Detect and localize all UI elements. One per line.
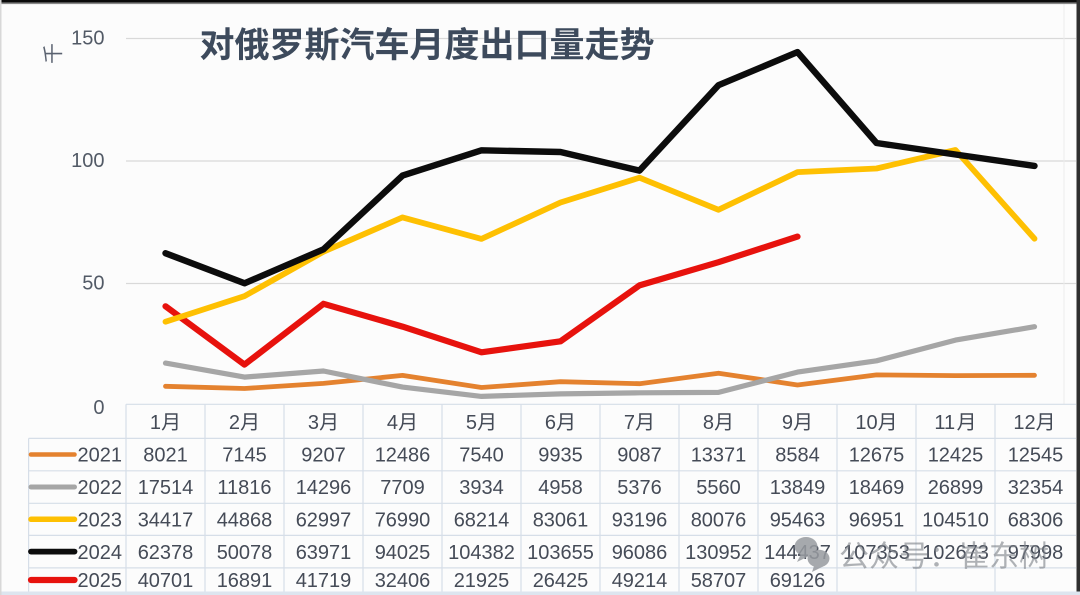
svg-text:2021: 2021 xyxy=(78,445,123,467)
svg-text:80076: 80076 xyxy=(691,510,747,532)
svg-text:96086: 96086 xyxy=(612,542,668,564)
svg-text:7145: 7145 xyxy=(222,445,267,467)
svg-text:21925: 21925 xyxy=(454,570,510,592)
svg-text:12425: 12425 xyxy=(928,445,984,467)
svg-text:1: 1 xyxy=(150,412,161,434)
svg-text:9207: 9207 xyxy=(301,445,346,467)
svg-text:7: 7 xyxy=(624,412,635,434)
svg-text:69126: 69126 xyxy=(770,570,826,592)
svg-text:13849: 13849 xyxy=(770,477,826,499)
svg-text:62378: 62378 xyxy=(138,542,194,564)
svg-text:17514: 17514 xyxy=(138,477,194,499)
svg-text:3: 3 xyxy=(308,412,319,434)
svg-text:13371: 13371 xyxy=(691,445,747,467)
svg-text:44868: 44868 xyxy=(217,510,273,532)
svg-text:100: 100 xyxy=(71,150,104,172)
svg-text:103655: 103655 xyxy=(527,542,594,564)
svg-text:0: 0 xyxy=(93,397,104,419)
svg-text:104382: 104382 xyxy=(448,542,515,564)
svg-text:12: 12 xyxy=(1013,412,1035,434)
svg-text:5: 5 xyxy=(466,412,477,434)
svg-text:83061: 83061 xyxy=(533,510,589,532)
svg-text:150: 150 xyxy=(71,28,104,50)
svg-text:12675: 12675 xyxy=(849,445,905,467)
svg-text:41719: 41719 xyxy=(296,570,352,592)
svg-text:12545: 12545 xyxy=(1008,445,1064,467)
svg-text:95463: 95463 xyxy=(770,510,826,532)
svg-text:68214: 68214 xyxy=(454,510,510,532)
svg-text:7540: 7540 xyxy=(459,445,504,467)
svg-text:9087: 9087 xyxy=(617,445,662,467)
svg-text:8021: 8021 xyxy=(143,445,188,467)
svg-text:76990: 76990 xyxy=(375,510,431,532)
svg-text:26899: 26899 xyxy=(928,477,984,499)
svg-text:63971: 63971 xyxy=(296,542,352,564)
svg-text:14296: 14296 xyxy=(296,477,352,499)
svg-text:32354: 32354 xyxy=(1008,477,1064,499)
svg-text:5560: 5560 xyxy=(696,477,741,499)
svg-text:12486: 12486 xyxy=(375,445,431,467)
svg-text:26425: 26425 xyxy=(533,570,589,592)
svg-text:32406: 32406 xyxy=(375,570,431,592)
svg-text:62997: 62997 xyxy=(296,510,352,532)
svg-text:50: 50 xyxy=(82,273,104,295)
svg-text:7709: 7709 xyxy=(380,477,425,499)
svg-text:8584: 8584 xyxy=(775,445,820,467)
svg-text:49214: 49214 xyxy=(612,570,668,592)
svg-text:104510: 104510 xyxy=(922,510,989,532)
svg-text:68306: 68306 xyxy=(1008,510,1064,532)
svg-text:18469: 18469 xyxy=(849,477,905,499)
svg-text:96951: 96951 xyxy=(849,510,905,532)
svg-text:10: 10 xyxy=(855,412,877,434)
svg-text:8: 8 xyxy=(703,412,714,434)
svg-text:4: 4 xyxy=(387,412,398,434)
svg-text:2022: 2022 xyxy=(78,477,123,499)
svg-text:9935: 9935 xyxy=(538,445,583,467)
svg-text:3934: 3934 xyxy=(459,477,504,499)
svg-text:11816: 11816 xyxy=(217,477,271,499)
svg-text:2023: 2023 xyxy=(78,510,123,532)
svg-text:2024: 2024 xyxy=(78,542,123,564)
svg-text:50078: 50078 xyxy=(217,542,273,564)
svg-text:34417: 34417 xyxy=(138,510,194,532)
svg-text:93196: 93196 xyxy=(612,510,668,532)
svg-text:58707: 58707 xyxy=(691,570,747,592)
svg-text:4958: 4958 xyxy=(538,477,583,499)
svg-text:16891: 16891 xyxy=(217,570,273,592)
svg-text:130952: 130952 xyxy=(685,542,752,564)
svg-text:2025: 2025 xyxy=(78,570,123,592)
svg-text:6: 6 xyxy=(545,412,556,434)
svg-text:9: 9 xyxy=(782,412,793,434)
svg-text:40701: 40701 xyxy=(138,570,194,592)
svg-text:5376: 5376 xyxy=(617,477,662,499)
svg-text:11: 11 xyxy=(934,412,955,434)
svg-text:94025: 94025 xyxy=(375,542,431,564)
svg-text:2: 2 xyxy=(229,412,240,434)
